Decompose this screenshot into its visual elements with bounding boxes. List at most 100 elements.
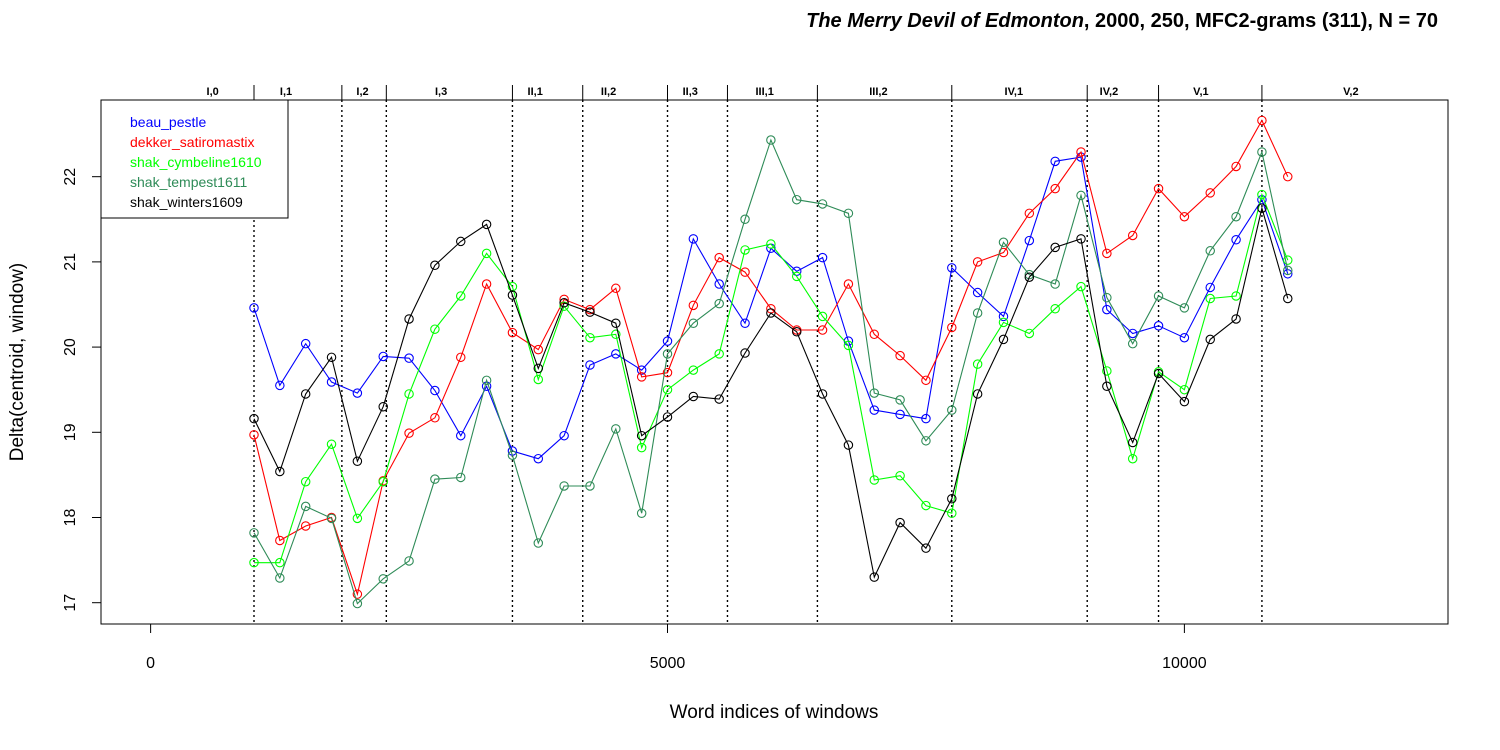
data-point xyxy=(1024,328,1035,339)
data-point xyxy=(869,329,880,340)
data-point xyxy=(1231,314,1241,324)
y-tick-label: 20 xyxy=(62,338,79,356)
legend-entry: dekker_satiromastix xyxy=(130,134,255,150)
data-point xyxy=(947,263,957,273)
data-point xyxy=(662,336,673,346)
data-point xyxy=(300,338,311,349)
data-point xyxy=(326,439,337,449)
data-point xyxy=(921,436,931,446)
data-point xyxy=(636,365,647,375)
data-point xyxy=(895,350,905,361)
scene-label: II,1 xyxy=(528,86,543,98)
data-point xyxy=(972,359,983,369)
data-point xyxy=(352,589,363,599)
data-point xyxy=(326,513,337,524)
data-point xyxy=(1179,303,1190,313)
data-point xyxy=(404,389,414,399)
data-point xyxy=(1050,183,1060,194)
data-point xyxy=(404,314,414,324)
scene-label: I,2 xyxy=(356,86,368,98)
data-point xyxy=(688,365,699,375)
data-point xyxy=(559,298,569,308)
data-point xyxy=(662,384,673,395)
data-point xyxy=(766,239,776,249)
data-point xyxy=(1024,272,1035,282)
data-point xyxy=(533,363,544,374)
scene-label: II,2 xyxy=(601,86,616,98)
data-point xyxy=(275,380,285,391)
plot-frame xyxy=(100,99,1449,625)
legend-entry: shak_tempest1611 xyxy=(130,174,247,190)
data-point xyxy=(300,501,311,512)
data-point xyxy=(662,412,673,422)
data-point xyxy=(481,279,492,289)
data-point xyxy=(1050,279,1060,289)
data-point xyxy=(947,508,957,518)
data-point xyxy=(714,394,724,404)
data-point xyxy=(1153,368,1164,379)
data-point xyxy=(275,535,285,546)
data-point xyxy=(1102,304,1112,315)
data-point xyxy=(843,208,854,219)
series-shak_tempest1611 xyxy=(249,135,1293,609)
data-point xyxy=(1205,282,1215,293)
data-point xyxy=(817,199,828,209)
data-point xyxy=(533,538,544,548)
data-point xyxy=(1076,234,1086,244)
data-point xyxy=(559,301,569,311)
data-point xyxy=(1024,269,1035,280)
data-point xyxy=(998,237,1009,248)
data-point xyxy=(404,556,414,566)
data-point xyxy=(740,318,750,328)
chart-title-italic: The Merry Devil of Edmonton xyxy=(806,10,1084,32)
data-point xyxy=(533,374,544,385)
data-point xyxy=(817,311,828,322)
data-point xyxy=(817,252,828,263)
y-axis-label: Delta(centroid, window) xyxy=(7,263,28,462)
data-point xyxy=(1153,291,1164,301)
data-point xyxy=(714,298,724,309)
data-point xyxy=(843,340,854,351)
data-point xyxy=(714,349,724,359)
data-point xyxy=(740,348,750,358)
data-point xyxy=(533,453,544,464)
data-point xyxy=(352,388,363,398)
x-tick-label: 0 xyxy=(146,655,155,672)
data-point xyxy=(1179,384,1190,395)
chart-title: The Merry Devil of Edmonton, 2000, 250, … xyxy=(806,10,1438,32)
data-point xyxy=(456,430,466,441)
data-point xyxy=(1127,230,1138,241)
y-tick-label: 22 xyxy=(62,168,79,186)
data-point xyxy=(791,271,802,282)
series-line xyxy=(253,119,1289,597)
data-point xyxy=(817,325,828,335)
data-point xyxy=(766,135,776,145)
data-point xyxy=(326,352,337,363)
data-point xyxy=(688,234,699,244)
data-point xyxy=(1102,248,1112,259)
data-point xyxy=(972,287,983,298)
data-point xyxy=(300,521,311,531)
data-point xyxy=(869,405,880,415)
scene-label: III,2 xyxy=(869,86,887,98)
data-point xyxy=(1024,208,1035,219)
scene-label: III,1 xyxy=(756,86,774,98)
data-point xyxy=(636,430,647,441)
series-shak_winters1609 xyxy=(249,203,1293,582)
data-point xyxy=(688,391,699,402)
data-point xyxy=(947,405,957,415)
x-tick-label: 10000 xyxy=(1162,655,1207,672)
data-point xyxy=(456,472,466,483)
data-point xyxy=(507,290,518,300)
data-point xyxy=(921,413,931,424)
data-point xyxy=(1257,203,1267,213)
data-point xyxy=(430,260,440,271)
legend: beau_pestle dekker_satiromastix shak_cymbe… xyxy=(100,99,289,219)
data-point xyxy=(972,308,983,318)
series-line xyxy=(253,206,1289,579)
data-point xyxy=(921,500,931,511)
data-point xyxy=(869,388,880,398)
data-point xyxy=(1153,321,1164,331)
scene-boundaries xyxy=(253,85,1263,624)
